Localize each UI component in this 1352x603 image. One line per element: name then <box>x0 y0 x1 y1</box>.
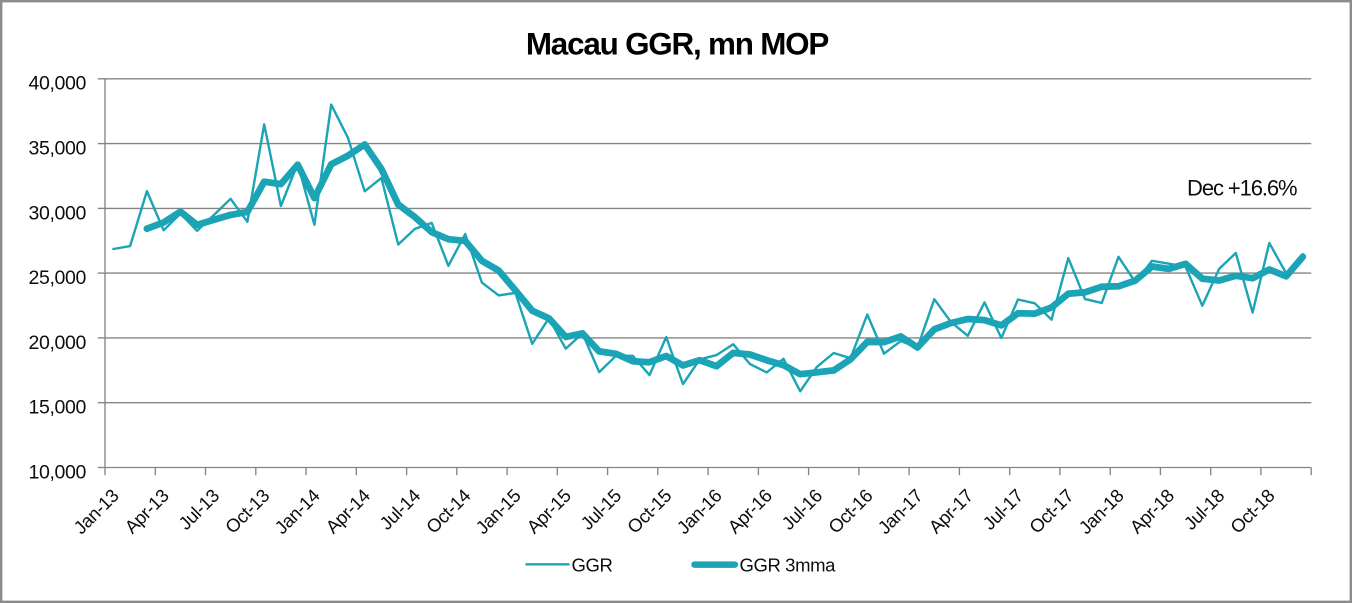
svg-text:GGR 3mma: GGR 3mma <box>740 555 837 576</box>
svg-text:15,000: 15,000 <box>28 397 86 419</box>
svg-text:10,000: 10,000 <box>28 461 86 483</box>
svg-text:Macau GGR, mn MOP: Macau GGR, mn MOP <box>526 26 829 61</box>
svg-text:20,000: 20,000 <box>28 332 86 354</box>
svg-text:25,000: 25,000 <box>28 267 86 289</box>
svg-text:30,000: 30,000 <box>28 202 86 224</box>
svg-text:Dec +16.6%: Dec +16.6% <box>1187 175 1297 200</box>
svg-text:35,000: 35,000 <box>28 138 86 160</box>
svg-text:40,000: 40,000 <box>28 73 86 95</box>
svg-text:GGR: GGR <box>572 555 613 576</box>
